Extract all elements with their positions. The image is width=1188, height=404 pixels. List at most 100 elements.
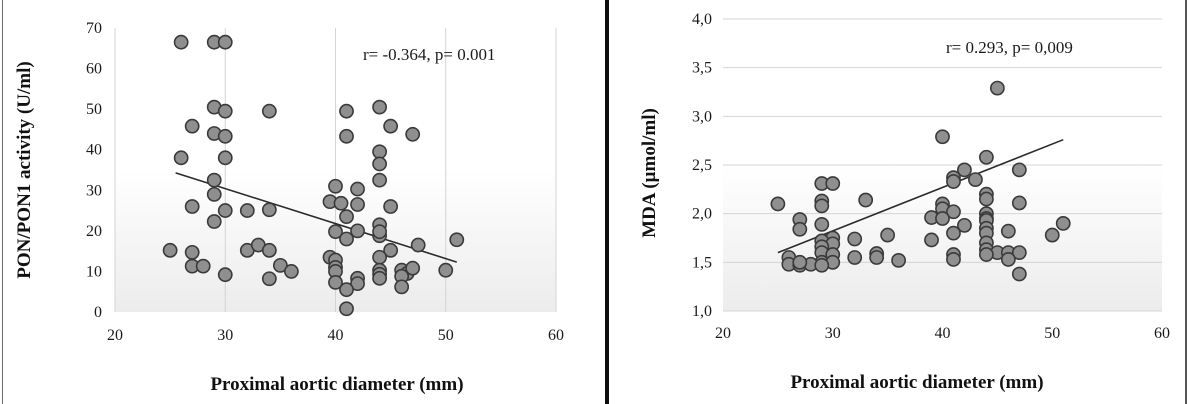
y-tick-label: 1,5 xyxy=(692,254,712,271)
y-tick-label: 20 xyxy=(86,223,102,240)
x-tick-label: 60 xyxy=(548,327,564,344)
data-point xyxy=(957,162,972,178)
data-point xyxy=(792,254,808,270)
data-point xyxy=(217,34,233,50)
data-point xyxy=(394,279,410,295)
data-point xyxy=(372,156,387,172)
x-tick-label: 20 xyxy=(715,325,731,342)
data-point xyxy=(979,149,994,165)
panel-divider xyxy=(605,0,609,404)
data-point xyxy=(372,224,387,240)
correlation-annotation-left: r= -0.364, p= 0.001 xyxy=(363,45,496,64)
data-point xyxy=(814,198,830,214)
data-point xyxy=(350,276,365,291)
data-point xyxy=(333,195,349,211)
data-point xyxy=(206,172,222,188)
x-tick-label: 20 xyxy=(107,327,123,344)
data-point xyxy=(946,252,961,267)
data-point xyxy=(217,203,233,218)
data-point xyxy=(989,80,1005,96)
x-tick-label: 50 xyxy=(438,327,454,344)
data-point xyxy=(339,282,354,298)
x-tick-label: 40 xyxy=(935,325,951,342)
data-point xyxy=(1000,252,1016,267)
y-tick-label: 70 xyxy=(86,20,102,37)
x-tick-label: 50 xyxy=(1044,325,1060,342)
data-point xyxy=(770,196,786,212)
pon-activity-scatter: 20 30 40 50 60 0 10 20 30 40 50 60 70 r= -0.364, p=… xyxy=(14,20,564,395)
data-point xyxy=(239,203,255,218)
data-point xyxy=(261,103,277,119)
mda-scatter: 20 30 40 50 60 1,0 1,5 2,0 2,5 3,0 3,5 4,0 r= 0.29… xyxy=(639,11,1170,393)
data-point xyxy=(792,221,808,237)
data-point xyxy=(283,264,299,279)
data-point xyxy=(449,232,465,248)
data-point xyxy=(328,224,343,240)
data-point xyxy=(383,199,399,214)
data-point xyxy=(383,242,399,258)
x-axis-title-left: Proximal aortic diameter (mm) xyxy=(210,374,463,395)
y-tick-labels-right: 1,0 1,5 2,0 2,5 3,0 3,5 4,0 xyxy=(692,11,712,320)
data-point xyxy=(339,301,354,317)
data-point xyxy=(217,103,233,119)
data-point xyxy=(891,252,906,268)
data-point xyxy=(372,270,387,286)
data-point xyxy=(217,128,233,144)
data-point xyxy=(261,242,277,258)
data-point xyxy=(1000,223,1016,239)
data-points-left xyxy=(162,34,465,317)
x-tick-label: 40 xyxy=(328,327,344,344)
data-point xyxy=(405,260,421,276)
data-point xyxy=(1044,227,1060,243)
y-tick-label: 3,0 xyxy=(692,108,712,125)
x-tick-label: 30 xyxy=(825,325,841,342)
data-point xyxy=(1011,195,1027,211)
data-point xyxy=(847,250,863,265)
data-point xyxy=(410,237,426,253)
data-point xyxy=(847,231,863,247)
y-tick-label: 2,0 xyxy=(692,206,712,223)
y-tick-labels-left: 0 10 20 30 40 50 60 70 xyxy=(86,20,102,321)
right-frame-line xyxy=(1185,0,1187,404)
data-point xyxy=(1011,162,1027,178)
y-tick-label: 3,5 xyxy=(692,60,712,77)
data-point xyxy=(173,150,189,166)
data-point xyxy=(328,274,343,290)
data-point xyxy=(858,192,874,208)
data-point xyxy=(979,247,994,262)
x-tick-labels-left: 20 30 40 50 60 xyxy=(107,327,564,344)
trendline xyxy=(777,138,1064,254)
data-point xyxy=(405,126,421,142)
data-point xyxy=(173,34,189,50)
y-tick-label: 30 xyxy=(86,182,102,199)
data-point xyxy=(350,181,365,197)
data-point xyxy=(217,150,233,166)
data-point xyxy=(184,118,200,134)
trendline xyxy=(175,172,458,263)
data-point xyxy=(372,99,387,115)
data-point xyxy=(979,191,994,207)
data-point xyxy=(935,211,950,226)
data-point xyxy=(880,227,896,243)
data-point xyxy=(1055,215,1071,231)
data-point xyxy=(339,209,354,225)
left-frame-line xyxy=(2,0,3,404)
y-axis-title-left: PON/PON1 activity (U/ml) xyxy=(14,61,35,278)
data-point xyxy=(924,232,939,248)
x-tick-label: 30 xyxy=(217,327,233,344)
data-point xyxy=(946,174,961,189)
data-point xyxy=(206,186,222,202)
data-point xyxy=(339,231,354,247)
x-tick-label: 60 xyxy=(1154,325,1170,342)
data-point xyxy=(162,242,178,258)
data-point xyxy=(814,257,830,273)
trendline-right xyxy=(777,138,1064,254)
data-point xyxy=(968,172,983,187)
data-point xyxy=(372,144,387,160)
data-point xyxy=(1011,245,1027,260)
data-point xyxy=(383,118,399,134)
data-point xyxy=(184,244,200,260)
data-point xyxy=(261,271,277,287)
